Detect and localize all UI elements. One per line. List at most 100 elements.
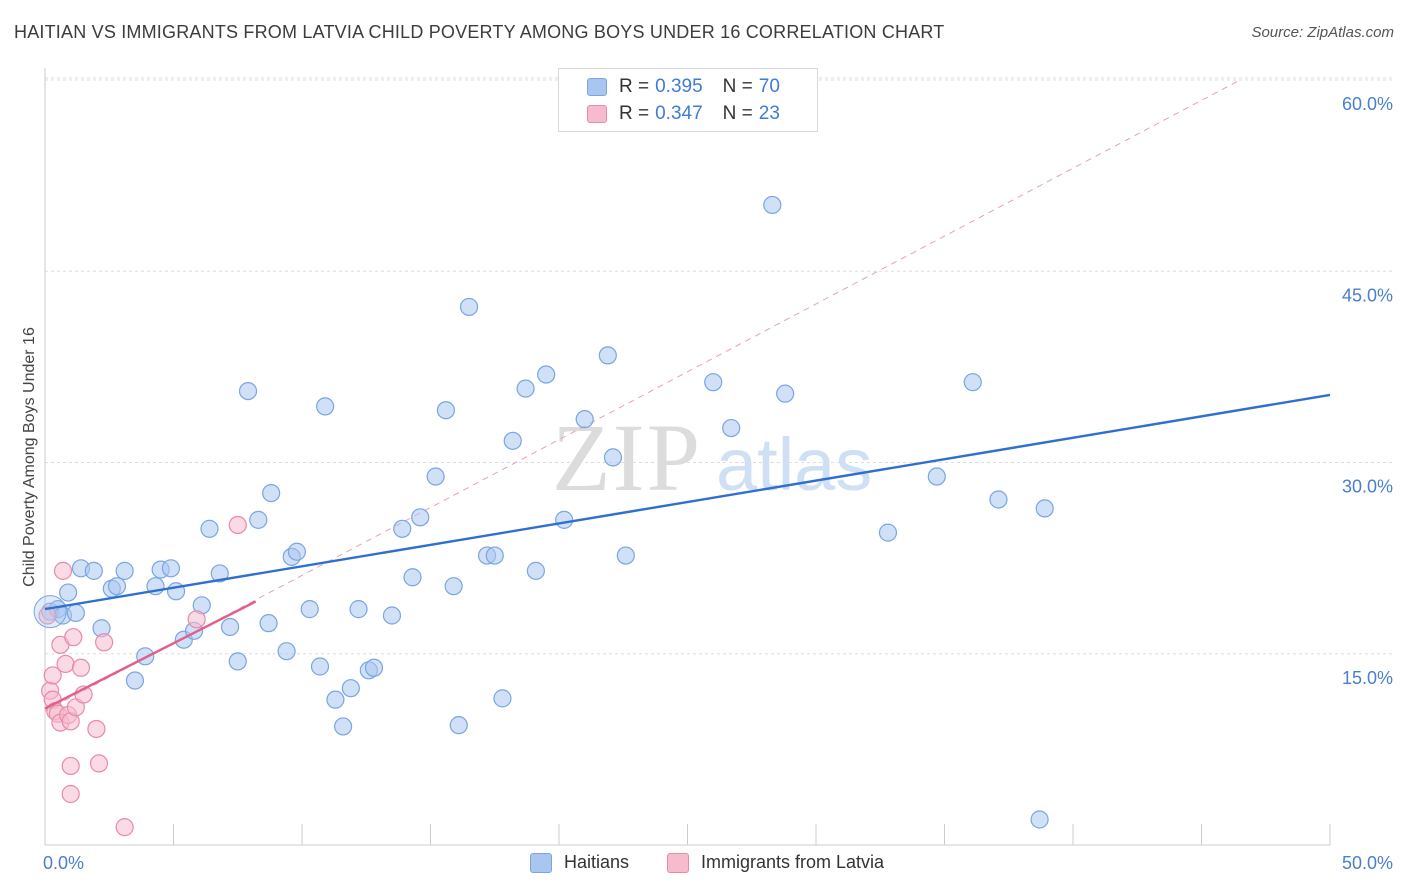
point-haitians [287, 542, 306, 561]
point-haitians [537, 365, 556, 384]
grid-lines [45, 77, 1392, 655]
legend-series: Haitians Immigrants from Latvia [0, 852, 1406, 876]
point-haitians [411, 508, 430, 527]
point-latvia [56, 654, 75, 674]
legend-row-latvia: R = 0.347 N = 23 [587, 102, 780, 126]
point-haitians [763, 195, 782, 215]
chart-title: HAITIAN VS IMMIGRANTS FROM LATVIA CHILD … [14, 22, 945, 42]
point-haitians [59, 583, 78, 602]
point-haitians [1035, 499, 1054, 518]
point-haitians-cluster [33, 595, 67, 629]
point-haitians [493, 689, 512, 708]
legend-n-value: 70 [758, 76, 780, 97]
point-haitians [426, 467, 445, 486]
point-latvia [115, 818, 134, 837]
legend-swatch-haitians [530, 852, 552, 873]
point-haitians [603, 448, 623, 467]
point-haitians [364, 658, 384, 677]
point-latvia [71, 658, 91, 677]
legend-r-label: R = [619, 76, 650, 97]
point-latvia [87, 719, 106, 739]
point-haitians [125, 671, 145, 690]
trend-lines [44, 393, 1331, 710]
legend-n-label: N = [722, 76, 753, 97]
point-haitians [210, 564, 229, 583]
legend-swatch-haitians [587, 78, 607, 96]
x-tick-label: 50.0% [1342, 853, 1393, 873]
point-haitians [238, 382, 258, 401]
point-haitians [555, 510, 574, 529]
legend-n-value: 23 [758, 103, 780, 124]
watermark-zip: ZIP [552, 404, 702, 511]
point-haitians [776, 384, 795, 403]
point-haitians [516, 379, 535, 398]
point-latvia [61, 784, 80, 804]
point-haitians [115, 561, 134, 580]
legend-stats: R = 0.395 N = 70 R = 0.347 N = 23 [558, 68, 818, 132]
y-axis-label: Child Poverty Among Boys Under 16 [21, 327, 38, 587]
data-points [33, 195, 1054, 837]
y-tick-label: 45.0% [1342, 285, 1393, 305]
reference-line [44, 79, 1241, 712]
point-haitians [704, 373, 723, 392]
point-haitians [444, 577, 463, 596]
point-haitians [161, 559, 181, 578]
legend-label-latvia: Immigrants from Latvia [701, 852, 885, 872]
legend-swatch-latvia [667, 852, 689, 873]
point-haitians [485, 546, 504, 565]
point-haitians [84, 561, 103, 580]
tick-labels: 15.0% 30.0% 45.0% 60.0% 0.0% 50.0% [43, 94, 1393, 873]
point-haitians [436, 401, 456, 420]
point-latvia [61, 756, 80, 776]
point-haitians [300, 600, 319, 619]
point-haitians [334, 717, 353, 736]
point-haitians [200, 519, 219, 538]
legend-row-haitians: R = 0.395 N = 70 [587, 75, 780, 99]
point-haitians [575, 410, 594, 429]
point-haitians [722, 418, 741, 438]
point-haitians [277, 642, 296, 661]
point-haitians [878, 523, 898, 542]
legend-label-haitians: Haitians [564, 852, 630, 872]
legend-item-latvia: Immigrants from Latvia [667, 852, 884, 873]
point-haitians [989, 490, 1008, 509]
point-haitians [449, 716, 468, 735]
point-haitians [66, 603, 85, 623]
point-haitians [393, 519, 412, 538]
legend-swatch-latvia [587, 105, 607, 123]
legend-item-haitians: Haitians [530, 852, 629, 873]
legend-r-value: 0.347 [655, 103, 703, 124]
point-haitians [341, 679, 360, 698]
point-haitians [503, 431, 522, 450]
point-latvia [53, 561, 73, 580]
point-latvia [187, 610, 206, 629]
point-latvia [89, 754, 109, 773]
x-tick-label: 0.0% [43, 853, 84, 873]
y-tick-label: 30.0% [1342, 477, 1393, 497]
legend-r-value: 0.395 [655, 76, 703, 97]
point-haitians [382, 606, 402, 625]
point-haitians [107, 577, 127, 596]
point-haitians [1030, 810, 1049, 829]
point-latvia [95, 633, 114, 652]
watermark: ZIP atlas [552, 404, 872, 511]
legend-n-label: N = [722, 103, 753, 124]
point-haitians [228, 652, 247, 671]
point-haitians [616, 546, 635, 565]
point-haitians [262, 484, 281, 503]
trend-line-haitians [44, 393, 1331, 611]
reference-dashed-line [44, 79, 1241, 712]
point-haitians [927, 467, 946, 486]
trend-line-latvia [44, 600, 257, 710]
point-haitians [459, 297, 479, 317]
point-haitians [310, 657, 330, 676]
y-tick-label: 60.0% [1342, 94, 1393, 114]
point-latvia [43, 666, 62, 685]
point-haitians [316, 397, 335, 416]
point-haitians [598, 346, 617, 365]
chart-source: Source: ZipAtlas.com [1251, 24, 1394, 41]
point-haitians [963, 373, 982, 392]
point-haitians [349, 600, 368, 619]
point-latvia [64, 628, 83, 647]
